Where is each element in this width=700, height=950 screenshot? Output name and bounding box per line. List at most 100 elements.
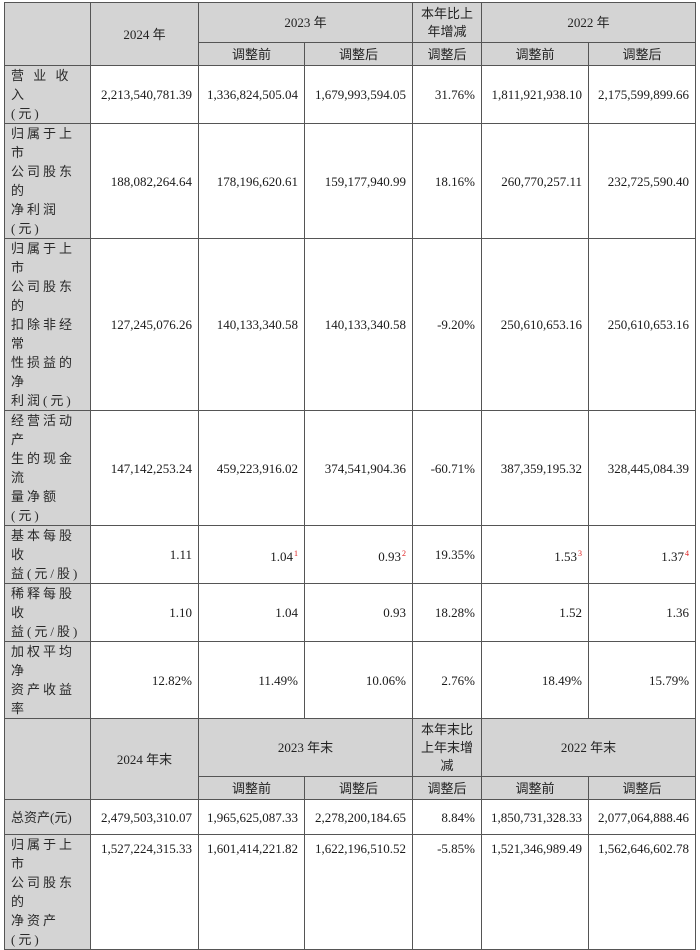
cell-2023-after: 140,133,340.58	[303, 238, 414, 411]
header-2024: 2024 年	[90, 2, 199, 66]
cell-2023-before: 1,336,824,505.04	[198, 65, 305, 124]
header-2023-end-before: 调整前	[198, 776, 305, 800]
header-change-line: 上年末增	[421, 739, 474, 755]
cell-value: 1.37	[661, 548, 685, 564]
row-label-line: 益(元/股)	[11, 624, 81, 639]
cell-2022-before: 1,850,731,328.33	[481, 799, 590, 835]
footnote-marker: 4	[685, 548, 690, 558]
cell-2024: 1.10	[90, 583, 199, 642]
cell-2022-after: 1.374	[588, 525, 697, 584]
cell-2022-before: 260,770,257.11	[481, 123, 590, 239]
cell-2023-before: 459,223,916.02	[198, 410, 305, 526]
cell-2023-before: 140,133,340.58	[198, 238, 305, 411]
cell-change: 18.16%	[412, 123, 483, 239]
row-label: 归属于上市 公司股东的 扣除非经常 性损益的净 利润(元)	[4, 238, 91, 411]
row-label-line: 益(元/股)	[11, 566, 81, 581]
cell-2024: 12.82%	[90, 641, 199, 719]
cell-2024: 188,082,264.64	[90, 123, 199, 239]
cell-change: -9.20%	[412, 238, 483, 411]
header-2023: 2023 年	[197, 2, 414, 43]
row-label-line: 归属于上市	[11, 126, 76, 160]
row-label-line: 经营活动产	[11, 413, 76, 447]
row-label: 归属于上市 公司股东的 净资产(元)	[4, 834, 91, 950]
header-change-after: 调整后	[412, 42, 483, 66]
row-label-line: (元)	[11, 106, 42, 121]
row-label-line: 加权平均净	[11, 644, 76, 678]
row-label-line: 净利润(元)	[11, 202, 60, 236]
cell-2024: 127,245,076.26	[90, 238, 199, 411]
row-label-line: 资产收益率	[11, 682, 76, 716]
table-row-net-profit: 归属于上市公司股东的净利润(元) 188,082,264.64 178,196,…	[4, 123, 697, 239]
footnote-marker: 1	[294, 548, 298, 558]
header-2022-end: 2022 年末	[481, 718, 697, 777]
cell-value: 1.53	[554, 548, 578, 564]
table-row-operating-cash-flow: 经营活动产 生的现金流 量净额(元) 147,142,253.24 459,223,…	[4, 410, 697, 526]
row-label-line: 基本每股收	[11, 528, 76, 562]
table-row-total-assets: 总资产(元) 2,479,503,310.07 1,965,625,087.33…	[4, 799, 697, 835]
row-label: 加权平均净资产收益率	[4, 641, 91, 719]
cell-2023-before: 1.04	[198, 583, 305, 642]
header-2023-after: 调整后	[303, 42, 414, 66]
cell-2024: 1.11	[90, 525, 199, 584]
row-label-line: 总资产(元)	[11, 809, 72, 825]
cell-change: -5.85%	[412, 834, 483, 950]
header-change-text: 本年比上年增减	[421, 5, 474, 39]
cell-2022-after: 232,725,590.40	[588, 123, 697, 239]
cell-2023-before: 178,196,620.61	[198, 123, 305, 239]
row-label-line: 净资产(元)	[11, 913, 60, 947]
row-label: 总资产(元)	[4, 799, 91, 835]
header-2022-before: 调整前	[481, 42, 590, 66]
row-label-line: 公司股东的	[11, 279, 76, 313]
cell-value: 0.93	[378, 548, 402, 564]
cell-2023-after: 374,541,904.36	[303, 410, 414, 526]
cell-2022-after: 2,175,599,899.66	[588, 65, 697, 124]
footnote-marker: 2	[402, 548, 407, 558]
header-change-end: 本年末比 上年末增减	[412, 718, 483, 777]
header-corner-cell	[4, 2, 91, 66]
row-label-line: 利润(元)	[11, 393, 74, 408]
header-change-line: 减	[440, 757, 454, 773]
cell-change: 8.84%	[412, 799, 483, 835]
header-change: 本年比上年增减	[412, 2, 483, 43]
cell-2022-after: 15.79%	[588, 641, 697, 719]
table-row-net-profit-deducted: 归属于上市 公司股东的 扣除非经常 性损益的净 利润(元) 127,245,076.26…	[4, 238, 697, 411]
financial-summary-table: 2024 年 2023 年 本年比上年增减 2022 年 调整前 调整后 调整后…	[4, 2, 697, 950]
cell-2023-after: 1,622,196,510.52	[303, 834, 414, 950]
header-2023-end-after: 调整后	[303, 776, 414, 800]
cell-2022-before: 1.52	[481, 583, 590, 642]
cell-change: 2.76%	[412, 641, 483, 719]
cell-2022-after: 1,562,646,602.78	[588, 834, 697, 950]
row-label-line: 公司股东的	[11, 875, 76, 909]
cell-2023-after: 10.06%	[303, 641, 414, 719]
cell-2024: 2,479,503,310.07	[90, 799, 199, 835]
cell-change: 18.28%	[412, 583, 483, 642]
row-label-line: 量净额(元)	[11, 489, 60, 523]
cell-2022-before: 1,811,921,938.10	[481, 65, 590, 124]
header-2022-end-after: 调整后	[588, 776, 697, 800]
header-change-line: 本年末比	[421, 721, 474, 737]
row-label-line: 公司股东的	[11, 164, 76, 198]
header-change-end-after: 调整后	[412, 776, 483, 800]
row-label-line: 生的现金流	[11, 451, 76, 485]
cell-2023-before: 1.041	[198, 525, 305, 584]
header-2023-before: 调整前	[198, 42, 305, 66]
table-row-net-assets: 归属于上市 公司股东的 净资产(元) 1,527,224,315.33 1,601,…	[4, 834, 697, 950]
cell-2022-before: 18.49%	[481, 641, 590, 719]
cell-2022-after: 2,077,064,888.46	[588, 799, 697, 835]
header-2024-end: 2024 年末	[90, 718, 199, 800]
row-label-line: 营 业 收 入	[11, 68, 72, 102]
cell-value: 1.04	[270, 548, 293, 564]
header-corner-cell-2	[4, 718, 91, 800]
header-2023-end: 2023 年末	[197, 718, 414, 777]
header-2022: 2022 年	[481, 2, 697, 43]
row-label: 经营活动产生的现金流量净额(元)	[4, 410, 91, 526]
header-2022-after: 调整后	[588, 42, 697, 66]
row-label-line: 稀释每股收	[11, 586, 76, 620]
cell-2024: 2,213,540,781.39	[90, 65, 199, 124]
cell-2024: 1,527,224,315.33	[90, 834, 199, 950]
cell-2022-after: 328,445,084.39	[588, 410, 697, 526]
cell-2023-before: 11.49%	[198, 641, 305, 719]
cell-2023-after: 159,177,940.99	[303, 123, 414, 239]
row-label-line: 归属于上市	[11, 241, 76, 275]
cell-2023-before: 1,965,625,087.33	[198, 799, 305, 835]
